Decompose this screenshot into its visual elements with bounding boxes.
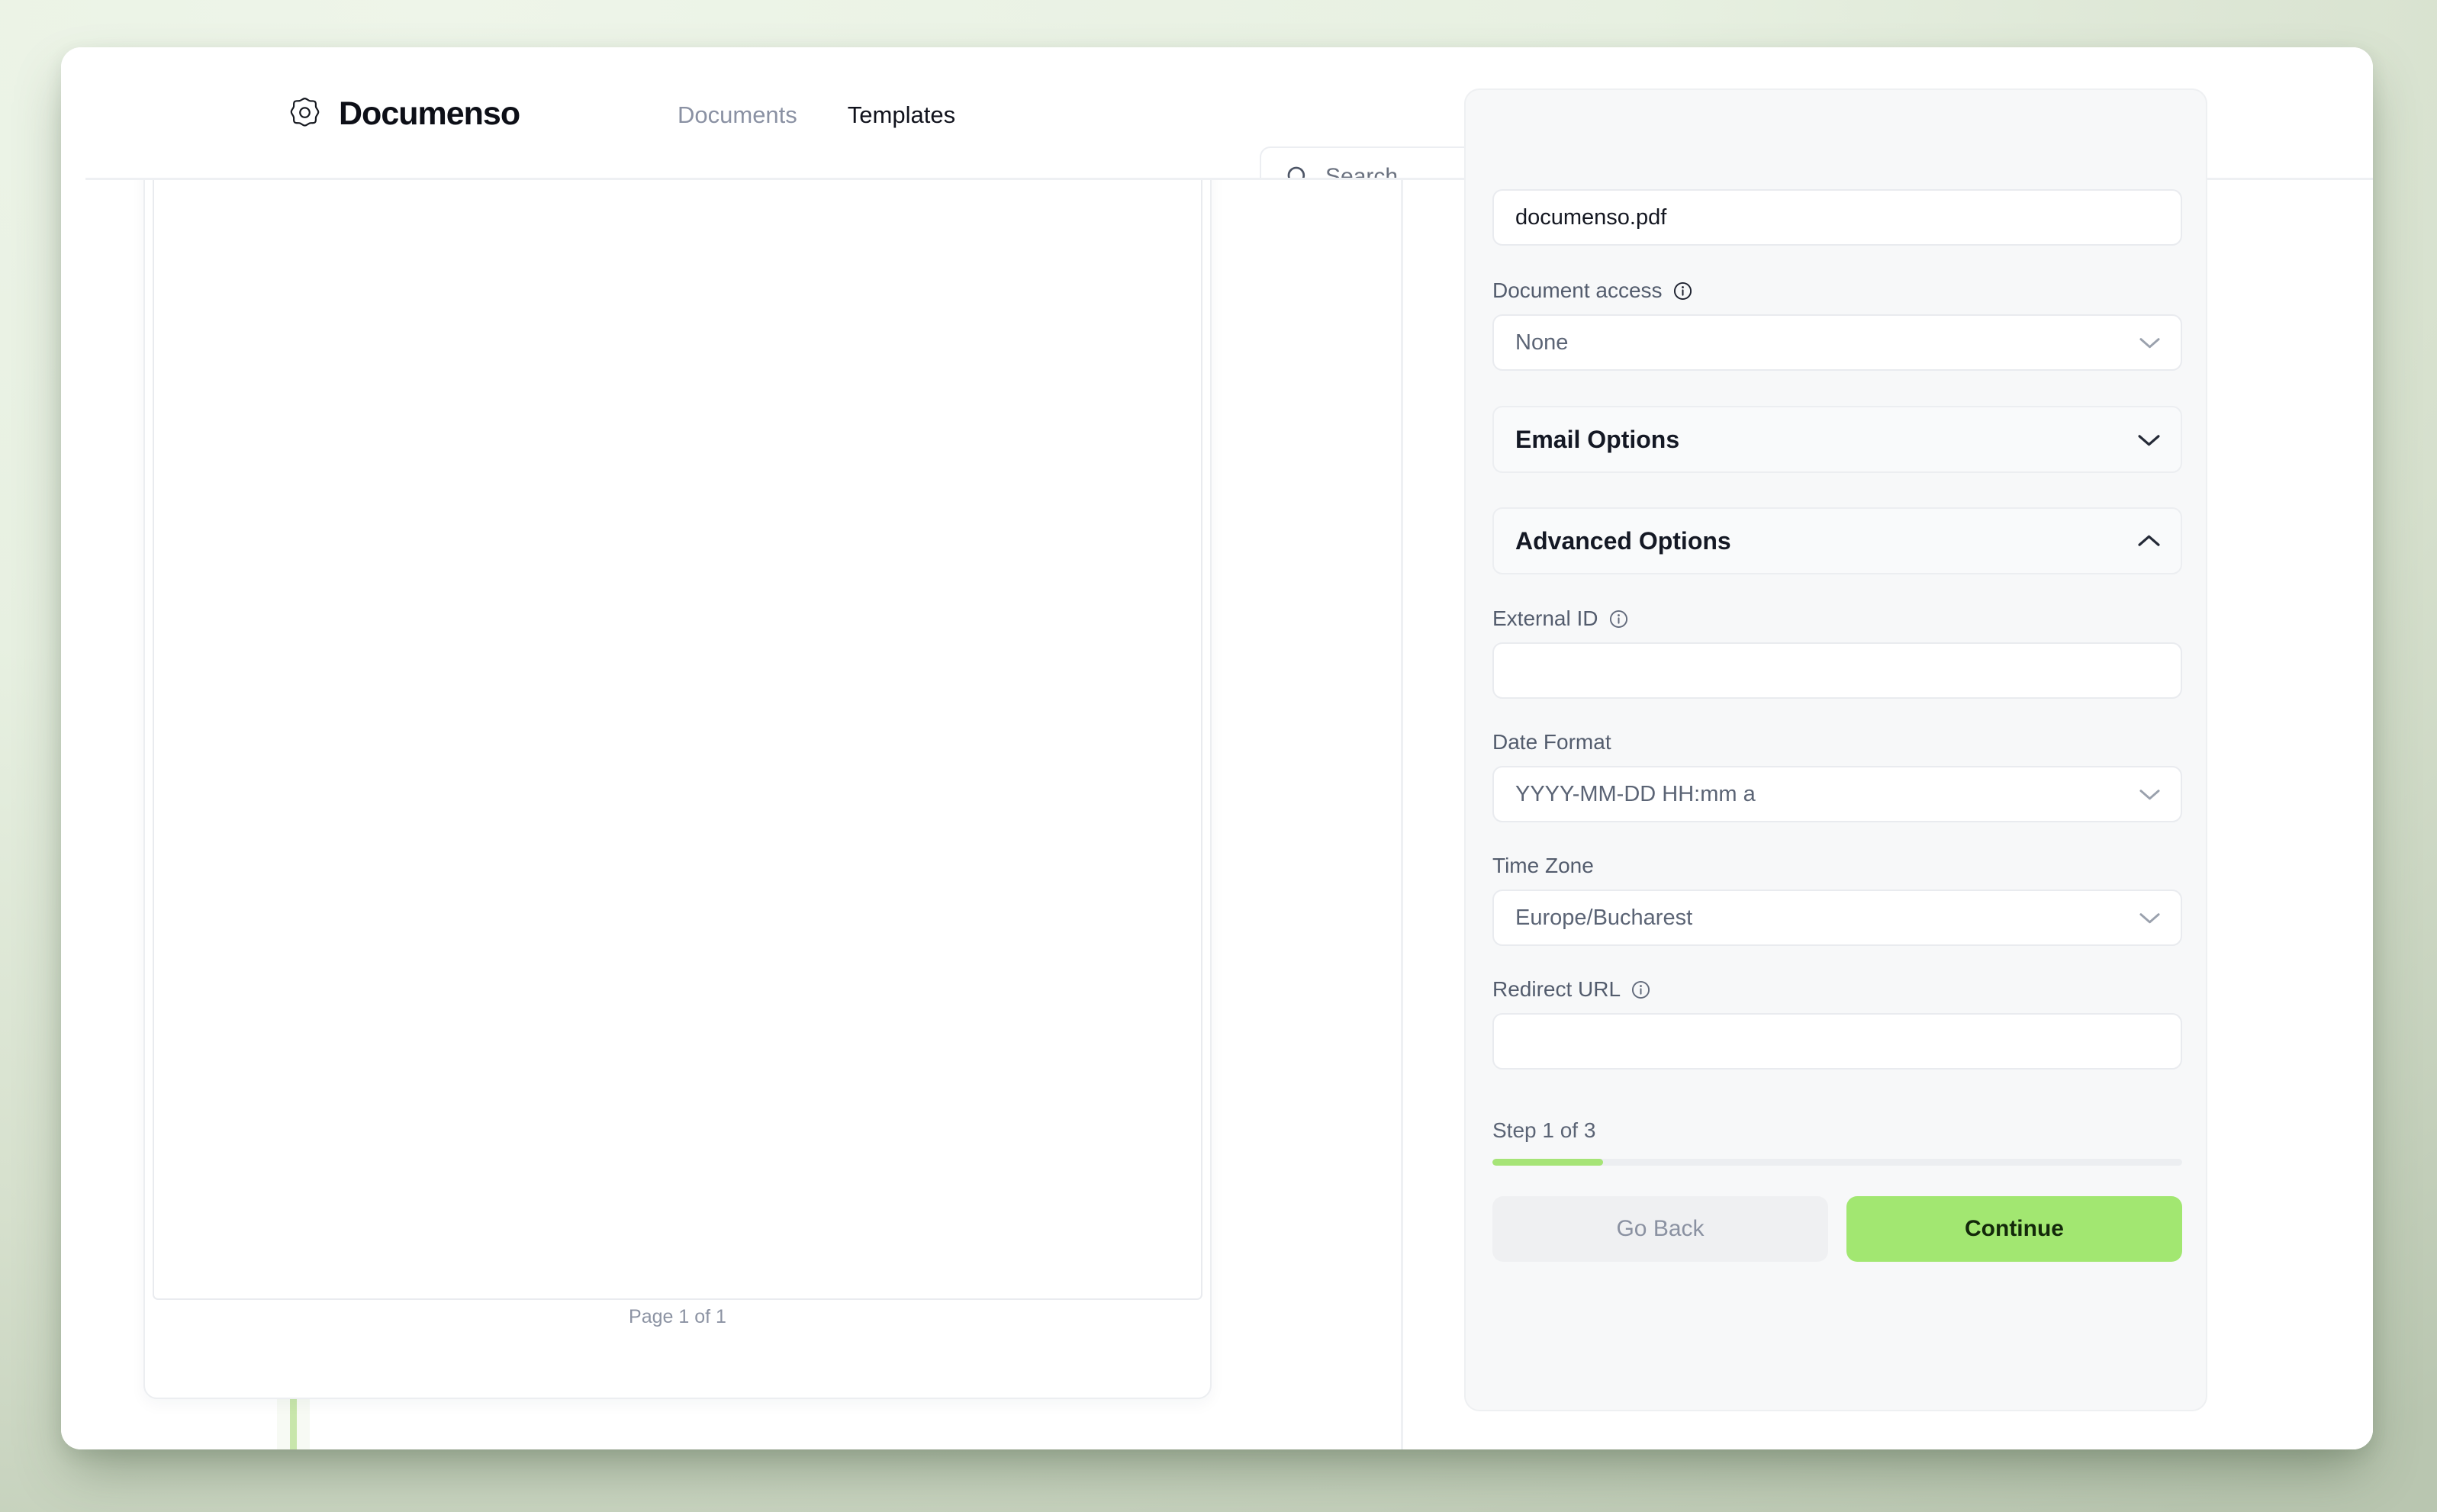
info-circle-icon[interactable] <box>1631 980 1651 1000</box>
document-title-input[interactable]: documenso.pdf <box>1492 189 2182 246</box>
document-title-value: documenso.pdf <box>1515 204 1667 230</box>
accordion-advanced-options-label: Advanced Options <box>1515 527 1731 555</box>
settings-panel: documenso.pdf Document access None <box>1401 88 2373 1449</box>
time-zone-select[interactable]: Europe/Bucharest <box>1492 890 2182 946</box>
nav-item-templates[interactable]: Templates <box>847 101 956 128</box>
time-zone-label: Time Zone <box>1492 854 1594 877</box>
redirect-url-label: Redirect URL <box>1492 977 1621 1001</box>
accordion-email-options[interactable]: Email Options <box>1492 406 2182 473</box>
go-back-button[interactable]: Go Back <box>1492 1196 1828 1262</box>
brand-logo-link[interactable]: Documenso <box>287 90 520 137</box>
step-progress-fill <box>1492 1159 1603 1166</box>
step-progress-track <box>1492 1159 2182 1166</box>
external-id-label-row: External ID <box>1492 608 2182 629</box>
document-access-label: Document access <box>1492 278 1663 302</box>
document-access-value: None <box>1515 330 1569 355</box>
brand-name: Documenso <box>339 95 520 132</box>
app-window: Documenso Documents Templates Search ⌘+K… <box>61 47 2373 1449</box>
content-area: Page 1 of 1 documenso.pdf Document acces… <box>61 88 2373 1449</box>
chevron-down-icon <box>2139 338 2160 349</box>
document-access-label-row: Document access <box>1492 280 2182 301</box>
main-nav: Documents Templates <box>678 98 955 131</box>
time-zone-label-row: Time Zone <box>1492 855 2182 877</box>
panel-actions: Go Back Continue <box>1492 1196 2182 1262</box>
chevron-up-icon <box>2138 535 2160 546</box>
redirect-url-input[interactable] <box>1492 1013 2182 1070</box>
info-circle-icon[interactable] <box>1608 609 1629 629</box>
document-access-select[interactable]: None <box>1492 314 2182 371</box>
header-divider <box>85 178 2373 180</box>
redirect-url-label-row: Redirect URL <box>1492 979 2182 1000</box>
external-id-label: External ID <box>1492 606 1598 630</box>
chevron-down-icon <box>2139 790 2160 800</box>
date-format-value: YYYY-MM-DD HH:mm a <box>1515 781 1756 806</box>
date-format-select[interactable]: YYYY-MM-DD HH:mm a <box>1492 766 2182 822</box>
info-circle-icon[interactable] <box>1672 281 1693 301</box>
document-page <box>153 180 1202 1300</box>
accordion-advanced-options[interactable]: Advanced Options <box>1492 507 2182 574</box>
chevron-down-icon <box>2138 434 2160 446</box>
document-preview-card: Page 1 of 1 <box>143 180 1212 1399</box>
date-format-label-row: Date Format <box>1492 732 2182 753</box>
documenso-scalloped-logo-icon <box>290 97 320 127</box>
date-format-label: Date Format <box>1492 730 1611 754</box>
document-viewer: Page 1 of 1 <box>61 180 1401 1449</box>
chevron-down-icon <box>2139 913 2160 924</box>
document-page-label: Page 1 of 1 <box>629 1306 726 1327</box>
continue-button[interactable]: Continue <box>1846 1196 2182 1262</box>
settings-panel-card: documenso.pdf Document access None <box>1464 88 2207 1411</box>
step-label: Step 1 of 3 <box>1492 1118 1596 1142</box>
nav-item-documents[interactable]: Documents <box>678 101 797 128</box>
time-zone-value: Europe/Bucharest <box>1515 905 1693 930</box>
accordion-email-options-label: Email Options <box>1515 426 1680 453</box>
external-id-input[interactable] <box>1492 642 2182 699</box>
